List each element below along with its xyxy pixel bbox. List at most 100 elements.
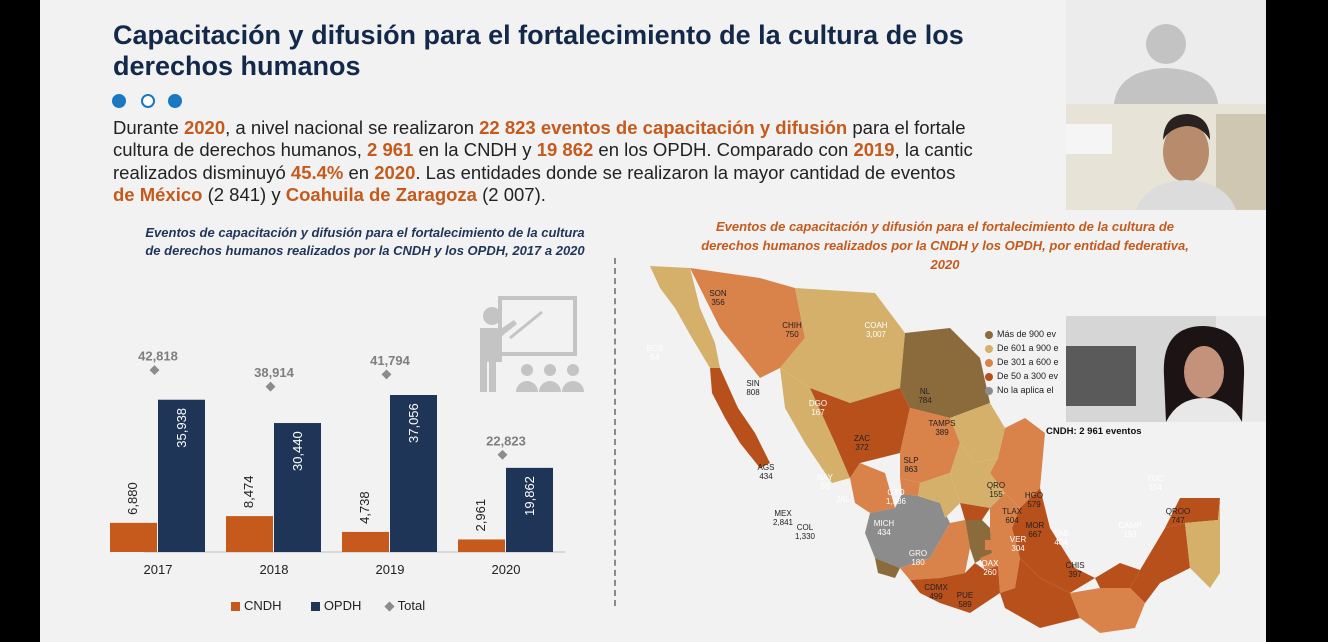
body-text-segment: en [343,161,375,183]
section-divider [614,258,616,606]
state-dgo [810,388,910,478]
state-oax [1000,558,1080,628]
bar-cndh-2018 [226,516,273,552]
bar-opdh-2020 [506,467,553,552]
body-text-segment: cultura de derechos humanos, [113,139,368,161]
map-state-code-bcs: BCS [647,344,663,353]
body-line: de México (2 841) y Coahuila de Zaragoza… [113,184,1213,206]
map-state-code-mich: MICH [874,519,895,528]
map-state-code-tamps: TAMPS [929,419,956,428]
state-chis [1070,588,1145,633]
map-state-code-gro: GRO [909,549,927,558]
highlight-text: 2 961 [367,139,414,161]
data-label-total-2020: 22,823 [486,433,526,448]
map-state-value-camp: 193 [1123,530,1137,539]
legend-label-cndh: CNDH [244,598,282,613]
map-state-value-chis: 397 [1068,570,1082,579]
map-state-value-mor: 667 [1028,530,1042,539]
presenter-icon [480,296,584,392]
highlight-text: Coahuila de Zaragoza [285,184,477,206]
highlight-text: 19 862 [536,139,594,161]
chart-legend: CNDH OPDH Total [231,598,425,613]
state-sin [780,368,850,483]
map-state-value-nay: 56 [821,482,830,491]
highlight-text: 2020 [183,117,226,138]
slide-dot-3 [168,94,182,108]
map-state-value-nl: 784 [918,396,932,405]
map-state-code-zac: ZAC [854,434,870,443]
map-state-code-coah: COAH [864,321,887,330]
participant-tile-avatar[interactable] [1066,0,1266,104]
mexico-map: BC899SON356CHIH750BCS54COAH3,007SIN808NL… [647,266,1220,633]
state-camp [1130,523,1190,603]
map-legend-swatch [985,330,993,339]
x-tick-label-2019: 2019 [376,562,405,577]
map-state-value-slp: 863 [904,465,918,474]
data-label-cndh-2017: 6,880 [125,482,140,515]
map-state-code-mor: MOR [1026,521,1045,530]
bar-chart: 6,880 35,938 42,818 2017 8,474 30,440 38,914 20… [110,349,565,577]
map-legend-swatch [985,344,993,353]
map-title: Eventos de capacitación y difusión para … [701,219,1189,272]
map-state-value-tab: 404 [1054,538,1068,547]
map-legend-label: No la aplica el [997,385,1054,395]
data-label-opdh-2019: 37,056 [406,403,421,443]
legend-swatch-total [384,601,395,612]
data-label-total-2019: 41,794 [370,353,411,368]
marker-total-2017 [149,365,160,376]
map-state-code-oax: OAX [982,559,1000,568]
map-state-code-tab: TAB [1054,529,1069,538]
body-text-segment: Durante [113,117,184,138]
map-state-code-camp: CAMP [1118,521,1141,530]
state-mex [965,520,992,563]
map-legend-label: De 50 a 300 ev [997,371,1059,381]
state-chih [780,288,905,403]
map-state-value-mex: 2,841 [773,518,794,527]
state-hgo [990,493,1020,528]
state-nay [850,463,895,513]
map-state-value-ver: 304 [1011,544,1025,553]
participant-video-2[interactable] [1066,316,1266,422]
slide-title: Capacitación y difusión para el fortalec… [113,20,964,81]
slide-body-text: Durante 2020, a nivel nacional se realiz… [113,117,1213,207]
map-state-value-sin: 808 [746,388,760,397]
state-ver [1012,488,1095,593]
state-gto [918,473,960,518]
map-legend-swatch [985,372,993,381]
participant-video-1[interactable] [1066,104,1266,210]
state-qro [960,503,990,520]
legend-swatch-cndh [231,602,240,612]
data-label-cndh-2018: 8,474 [241,476,256,509]
map-legend-item: De 50 a 300 ev [985,369,1059,383]
marker-total-2019 [381,369,392,380]
map-state-code-ver: VER [1010,535,1027,544]
highlight-text: de México [113,184,203,206]
marker-total-2020 [497,449,508,460]
map-state-code-col: COL [797,523,814,532]
body-text-segment: en la CNDH y [413,139,537,161]
cndh-total-note: CNDH: 2 961 eventos [1046,426,1142,437]
data-label-total-2017: 42,818 [138,349,178,364]
map-state-value-son: 356 [711,298,725,307]
state-ags [900,478,920,496]
state-tab [1095,563,1140,588]
map-state-value-mich: 434 [877,528,891,537]
body-text-segment: (2 841) y [202,184,286,206]
map-state-value-tlax: 604 [1005,516,1019,525]
user-avatar-icon [1114,24,1218,104]
map-state-code-yuc: YUC [1147,474,1164,483]
map-state-code-son: SON [709,289,727,298]
state-tamps [990,418,1045,508]
map-state-value-col: 1,330 [795,532,816,541]
body-line: cultura de derechos humanos, 2 961 en la… [113,139,1213,161]
map-state-value-hgo: 579 [1027,500,1041,509]
map-legend-label: De 301 a 600 e [997,357,1059,367]
map-state-value-zac: 372 [855,443,869,452]
map-legend-swatch [985,386,993,395]
map-state-code-nl: NL [920,387,931,396]
participant-video-1-feed [1066,104,1266,210]
map-legend-label: Más de 900 ev [997,329,1057,339]
map-legend: Más de 900 ev De 601 a 900 e De 301 a 600 … [985,327,1059,397]
map-state-code-pue: PUE [957,591,973,600]
map-legend-item: Más de 900 ev [985,327,1059,341]
